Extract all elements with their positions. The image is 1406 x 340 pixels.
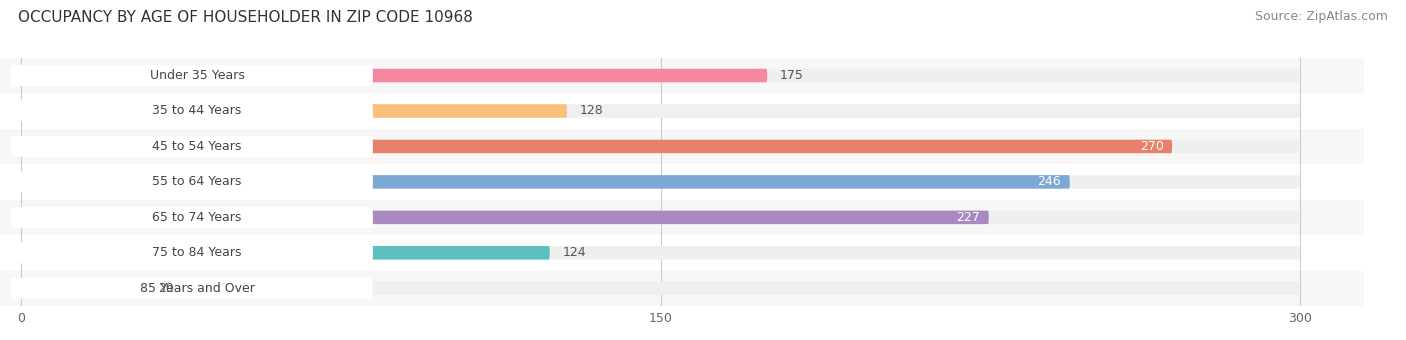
Bar	[0, 235, 1364, 271]
Text: 128: 128	[579, 104, 603, 118]
Bar	[0, 93, 1364, 129]
Text: 85 Years and Over: 85 Years and Over	[139, 282, 254, 295]
FancyBboxPatch shape	[21, 210, 1301, 224]
Bar	[0, 271, 1364, 306]
FancyBboxPatch shape	[11, 242, 373, 263]
FancyBboxPatch shape	[21, 140, 1173, 153]
Text: 45 to 54 Years: 45 to 54 Years	[152, 140, 242, 153]
Text: 246: 246	[1038, 175, 1062, 188]
FancyBboxPatch shape	[21, 69, 1301, 82]
FancyBboxPatch shape	[21, 175, 1070, 189]
FancyBboxPatch shape	[21, 210, 988, 224]
FancyBboxPatch shape	[21, 104, 1301, 118]
FancyBboxPatch shape	[21, 246, 1301, 259]
FancyBboxPatch shape	[21, 140, 1301, 153]
FancyBboxPatch shape	[11, 207, 373, 228]
Bar	[0, 129, 1364, 164]
Bar	[0, 200, 1364, 235]
FancyBboxPatch shape	[21, 69, 768, 82]
FancyBboxPatch shape	[21, 246, 550, 259]
FancyBboxPatch shape	[21, 282, 1301, 295]
Text: 55 to 64 Years: 55 to 64 Years	[152, 175, 242, 188]
FancyBboxPatch shape	[21, 282, 145, 295]
FancyBboxPatch shape	[11, 101, 373, 121]
FancyBboxPatch shape	[11, 136, 373, 157]
FancyBboxPatch shape	[11, 171, 373, 192]
Text: 227: 227	[956, 211, 980, 224]
Text: 29: 29	[157, 282, 173, 295]
Bar	[0, 164, 1364, 200]
Text: 124: 124	[562, 246, 586, 259]
Text: Under 35 Years: Under 35 Years	[149, 69, 245, 82]
Text: 270: 270	[1140, 140, 1164, 153]
Text: 175: 175	[780, 69, 804, 82]
Text: Source: ZipAtlas.com: Source: ZipAtlas.com	[1254, 10, 1388, 23]
FancyBboxPatch shape	[11, 65, 373, 86]
Text: 75 to 84 Years: 75 to 84 Years	[152, 246, 242, 259]
FancyBboxPatch shape	[11, 278, 373, 299]
FancyBboxPatch shape	[21, 175, 1301, 189]
Text: OCCUPANCY BY AGE OF HOUSEHOLDER IN ZIP CODE 10968: OCCUPANCY BY AGE OF HOUSEHOLDER IN ZIP C…	[18, 10, 474, 25]
Bar	[0, 58, 1364, 93]
FancyBboxPatch shape	[21, 104, 567, 118]
Text: 35 to 44 Years: 35 to 44 Years	[152, 104, 242, 118]
Text: 65 to 74 Years: 65 to 74 Years	[152, 211, 242, 224]
